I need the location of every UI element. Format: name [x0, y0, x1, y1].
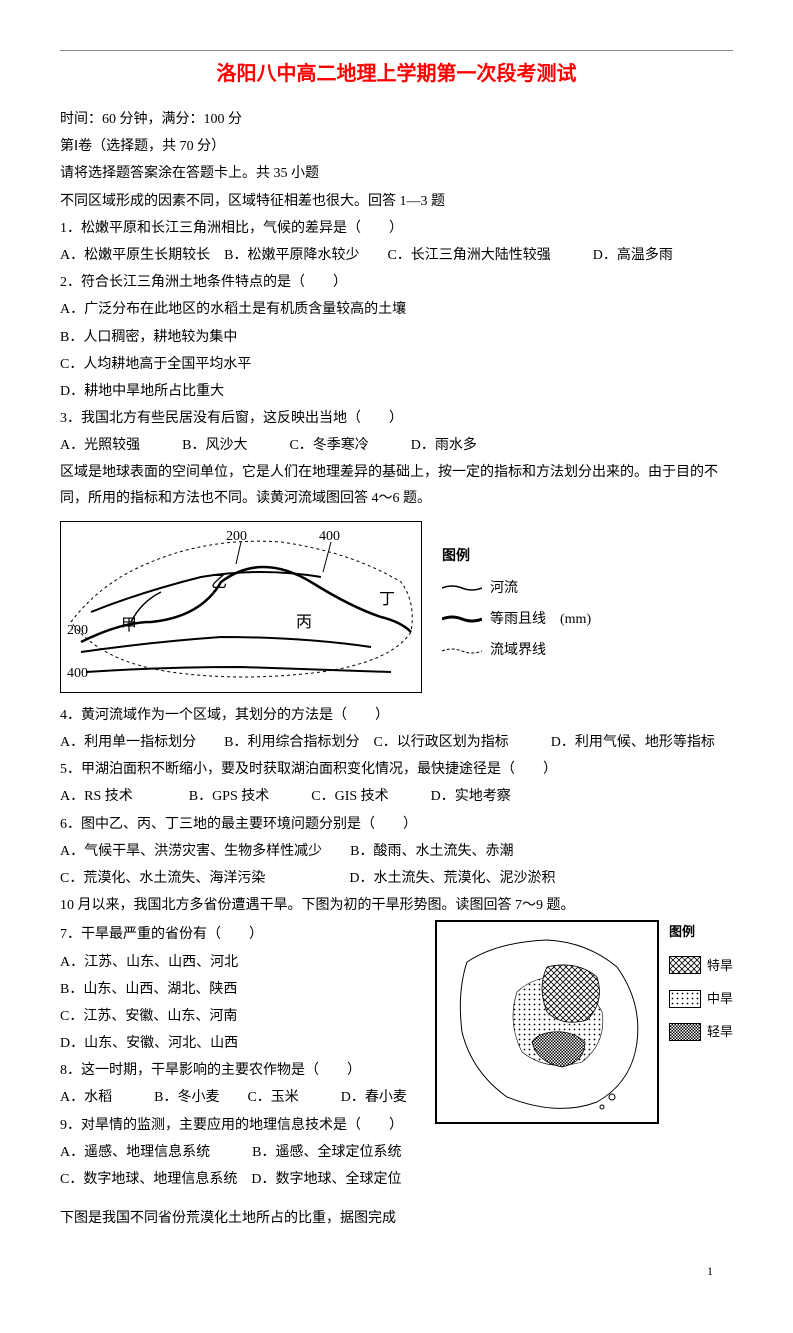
q7-opt-c: C．江苏、安徽、山东、河南 — [60, 1004, 415, 1029]
q7-stem: 7．干旱最严重的省份有（ ） — [60, 922, 415, 947]
label-yi: 乙 — [211, 574, 227, 591]
legend1-title: 图例 — [442, 544, 591, 569]
legend-qinghan-label: 轻旱 — [707, 1020, 733, 1043]
q9-stem: 9．对旱情的监测，主要应用的地理信息技术是（ ） — [60, 1113, 415, 1138]
legend-river: 河流 — [442, 576, 591, 601]
intro-4-6: 区域是地球表面的空间单位，它是人们在地理差异的基础上，按一定的指标和方法划分出来… — [60, 460, 733, 510]
drought-map — [435, 920, 659, 1124]
q4-options: A．利用单一指标划分 B．利用综合指标划分 C．以行政区划为指标 D．利用气候、… — [60, 730, 733, 755]
q6-opt-cd: C．荒漠化、水土流失、海洋污染 D．水土流失、荒漠化、泥沙淤积 — [60, 866, 733, 891]
label-200-top: 200 — [226, 529, 247, 544]
q5-options: A．RS 技术 B．GPS 技术 C．GIS 技术 D．实地考察 — [60, 784, 733, 809]
q2-opt-a: A．广泛分布在此地区的水稻土是有机质含量较高的土壤 — [60, 297, 733, 322]
q9-opt-ab: A．遥感、地理信息系统 B．遥感、全球定位系统 — [60, 1140, 415, 1165]
label-ding: 丁 — [379, 591, 395, 608]
legend-isoline-label: 等雨且线 (mm) — [490, 607, 591, 632]
map2-legend: 图例 特旱 中旱 轻旱 — [669, 920, 733, 1054]
outro-text: 下图是我国不同省份荒漠化土地所占的比重，据图完成 — [60, 1206, 733, 1231]
q6-stem: 6．图中乙、丙、丁三地的最主要环境问题分别是（ ） — [60, 812, 733, 837]
q7-opt-a: A．江苏、山东、山西、河北 — [60, 950, 415, 975]
q2-stem: 2．符合长江三角洲土地条件特点的是（ ） — [60, 270, 733, 295]
intro-7-9: 10 月以来，我国北方多省份遭遇干旱。下图为初的干旱形势图。读图回答 7～9 题… — [60, 893, 733, 918]
legend-river-label: 河流 — [490, 576, 518, 601]
q1-stem: 1．松嫩平原和长江三角洲相比，气候的差异是（ ） — [60, 216, 733, 241]
river-line-icon — [442, 582, 482, 594]
q7-opt-d: D．山东、安徽、河北、山西 — [60, 1031, 415, 1056]
legend-tehan: 特旱 — [669, 954, 733, 977]
dots-pattern-icon — [669, 990, 701, 1008]
map2-container: 图例 特旱 中旱 轻旱 — [435, 920, 733, 1124]
legend-isoline: 等雨且线 (mm) — [442, 607, 591, 632]
q2-opt-d: D．耕地中旱地所占比重大 — [60, 379, 733, 404]
page-number: 1 — [60, 1261, 733, 1283]
q9-opt-cd: C．数字地球、地理信息系统 D．数字地球、全球定位 — [60, 1167, 415, 1192]
instruction: 请将选择题答案涂在答题卡上。共 35 小题 — [60, 161, 733, 186]
map1-svg: 200 400 200 400 甲 乙 丙 丁 — [61, 522, 421, 692]
q4-stem: 4．黄河流域作为一个区域，其划分的方法是（ ） — [60, 703, 733, 728]
label-bing: 丙 — [296, 614, 312, 631]
legend-zhonghan-label: 中旱 — [707, 987, 733, 1010]
map1-container: 200 400 200 400 甲 乙 丙 丁 图例 河流 等雨且线 (mm) … — [60, 521, 733, 693]
isoline-icon — [442, 613, 482, 625]
legend-boundary: 流域界线 — [442, 638, 591, 663]
section-label: 第Ⅰ卷（选择题，共 70 分） — [60, 134, 733, 159]
q2-opt-b: B．人口稠密，耕地较为集中 — [60, 325, 733, 350]
intro-1-3: 不同区域形成的因素不同，区域特征相差也很大。回答 1—3 题 — [60, 189, 733, 214]
q2-opt-c: C．人均耕地高于全国平均水平 — [60, 352, 733, 377]
map1-legend: 图例 河流 等雨且线 (mm) 流域界线 — [442, 544, 591, 669]
q8-options: A．水稻 B．冬小麦 C．玉米 D．春小麦 — [60, 1085, 415, 1110]
exam-title: 洛阳八中高二地理上学期第一次段考测试 — [60, 56, 733, 92]
yellow-river-map: 200 400 200 400 甲 乙 丙 丁 — [60, 521, 422, 693]
q6-opt-ab: A．气候干旱、洪涝灾害、生物多样性减少 B．酸雨、水土流失、赤潮 — [60, 839, 733, 864]
label-200-left: 200 — [67, 623, 88, 638]
q5-stem: 5．甲湖泊面积不断缩小，要及时获取湖泊面积变化情况，最快捷途径是（ ） — [60, 757, 733, 782]
q1-options: A．松嫩平原生长期较长 B．松嫩平原降水较少 C．长江三角洲大陆性较强 D．高温… — [60, 243, 733, 268]
label-jia: 甲 — [121, 617, 137, 634]
q7-opt-b: B．山东、山西、湖北、陕西 — [60, 977, 415, 1002]
q3-options: A．光照较强 B．风沙大 C．冬季寒冷 D．雨水多 — [60, 433, 733, 458]
map2-svg — [437, 922, 657, 1122]
cross-pattern-icon — [669, 956, 701, 974]
q7-9-block: 7．干旱最严重的省份有（ ） A．江苏、山东、山西、河北 B．山东、山西、湖北、… — [60, 920, 733, 1194]
legend-zhonghan: 中旱 — [669, 987, 733, 1010]
legend-boundary-label: 流域界线 — [490, 638, 546, 663]
boundary-line-icon — [442, 645, 482, 657]
legend-tehan-label: 特旱 — [707, 954, 733, 977]
legend-qinghan: 轻旱 — [669, 1020, 733, 1043]
q8-stem: 8．这一时期，干旱影响的主要农作物是（ ） — [60, 1058, 415, 1083]
legend2-title: 图例 — [669, 920, 733, 943]
time-score: 时间：60 分钟，满分：100 分 — [60, 107, 733, 132]
label-400-top: 400 — [319, 529, 340, 544]
q3-stem: 3．我国北方有些民居没有后窗，这反映出当地（ ） — [60, 406, 733, 431]
label-400-left: 400 — [67, 666, 88, 681]
dense-pattern-icon — [669, 1023, 701, 1041]
